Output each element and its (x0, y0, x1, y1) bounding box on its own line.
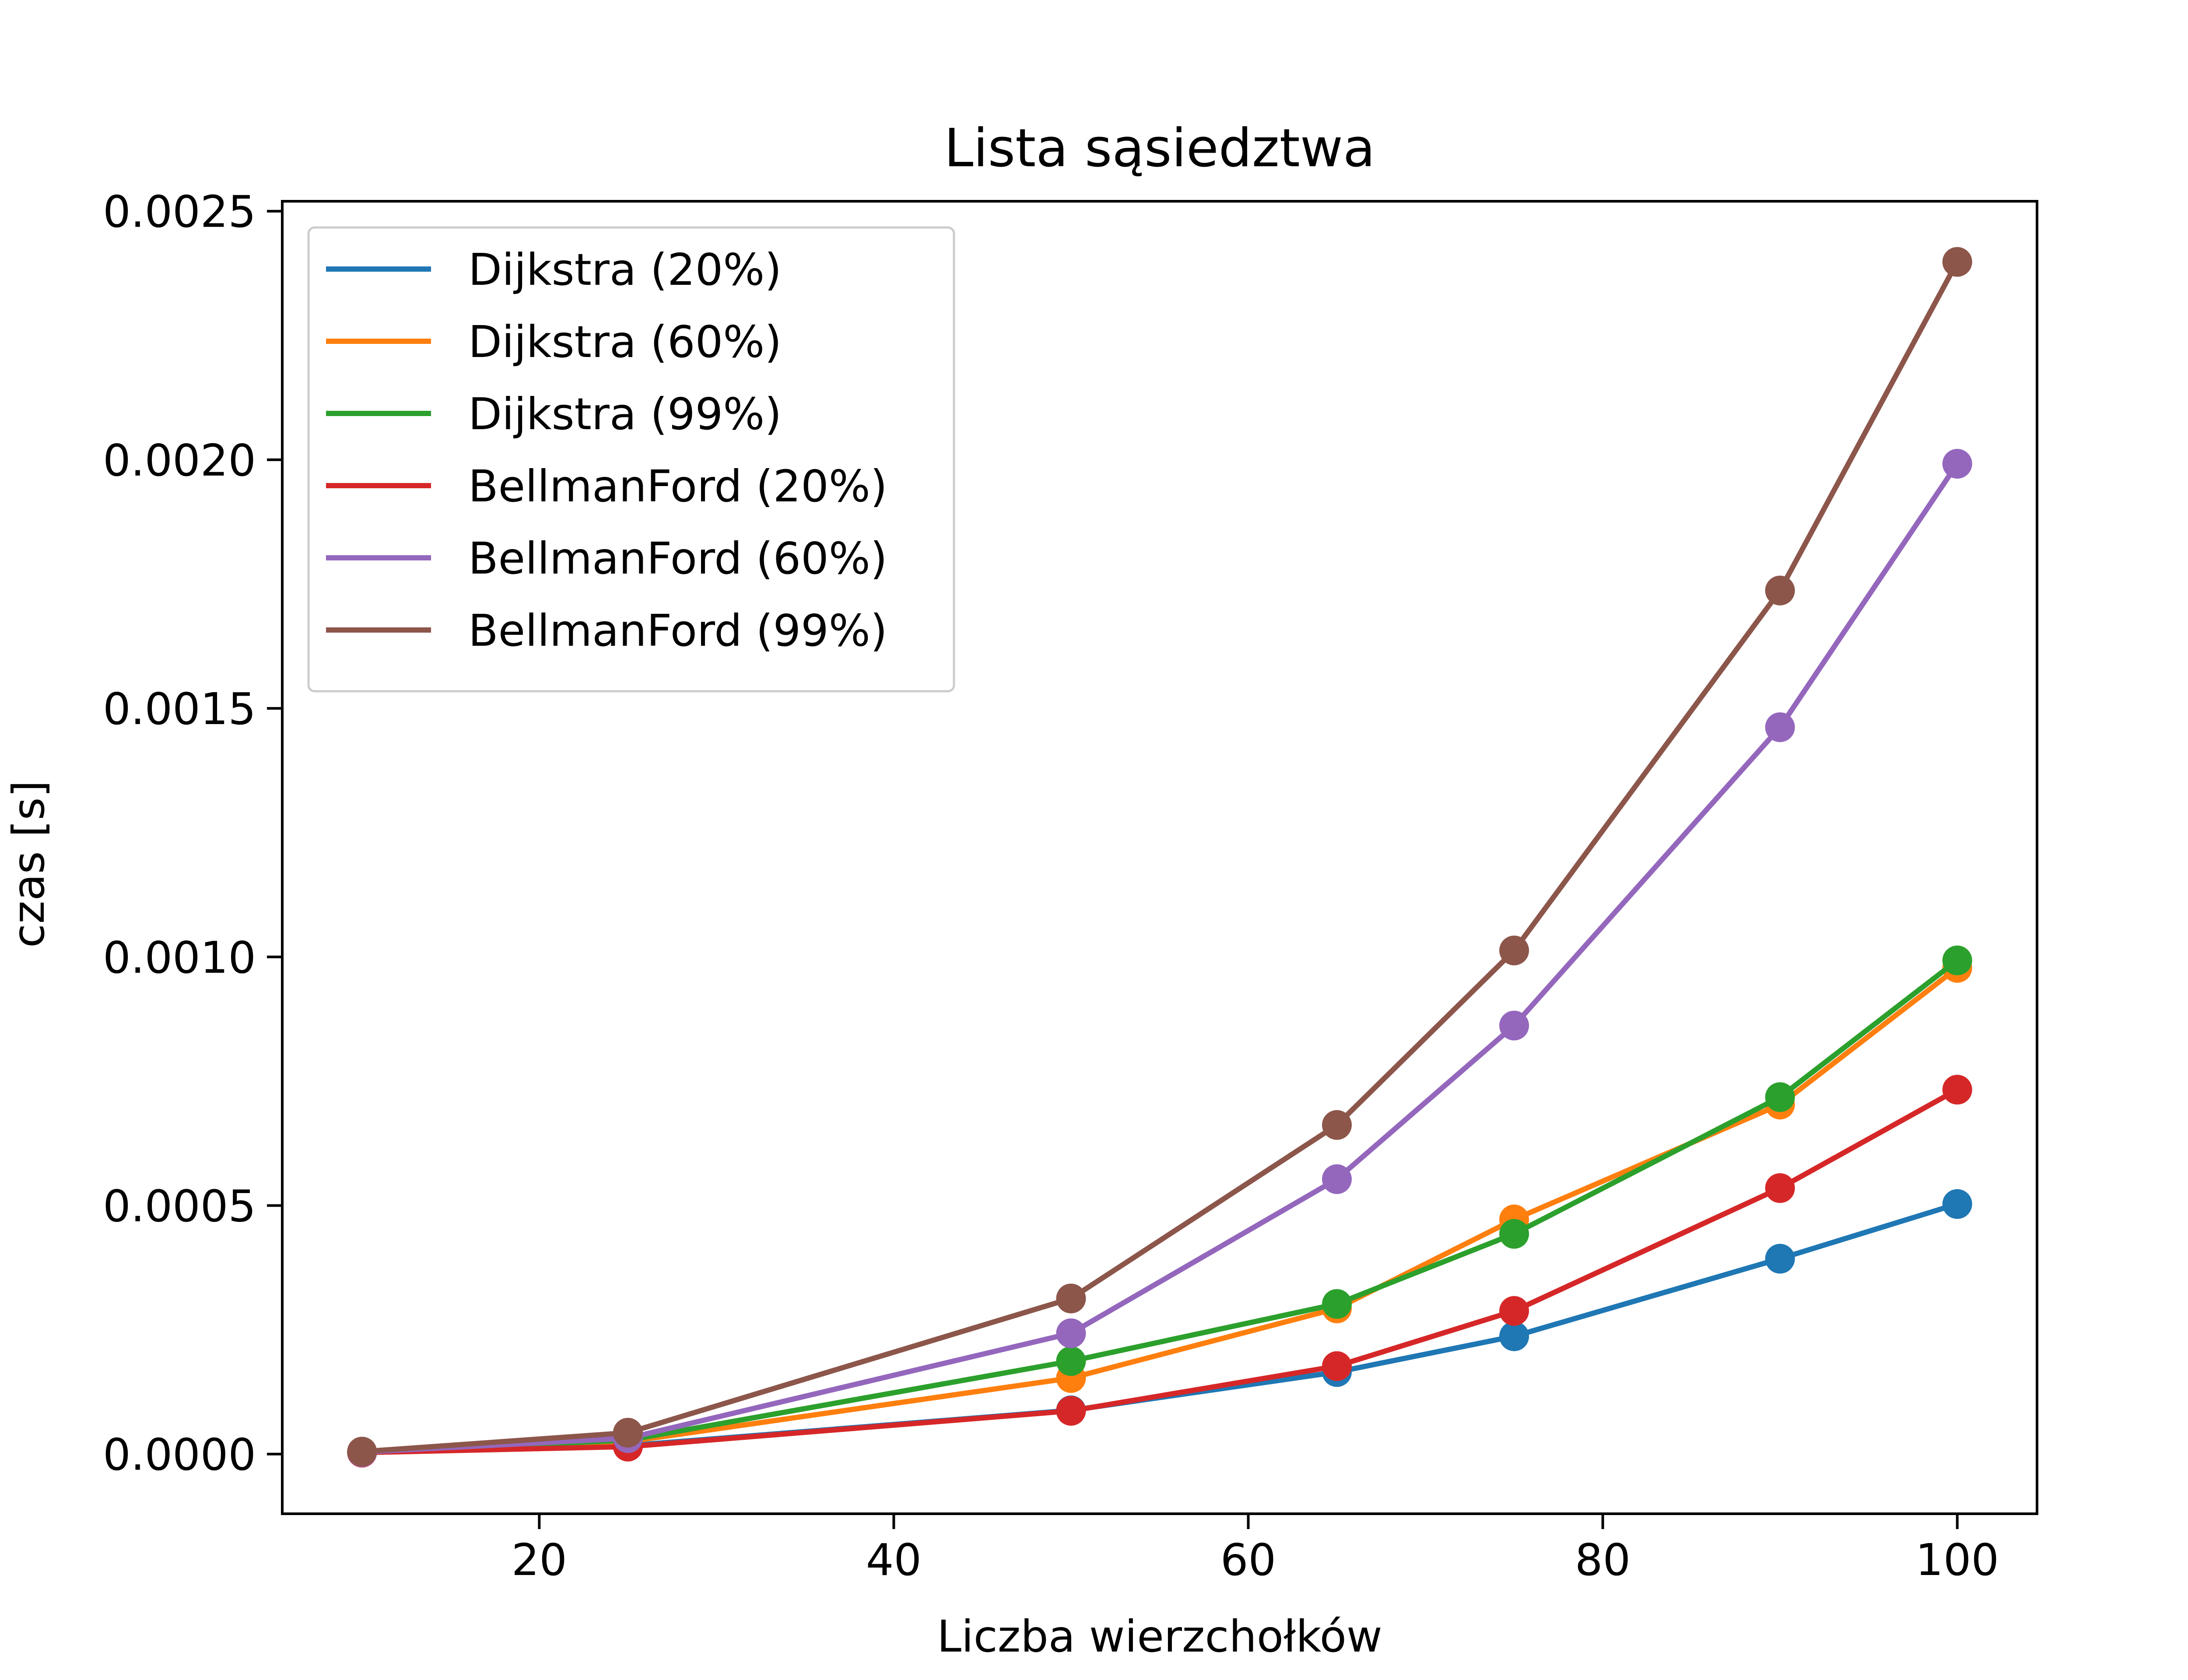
y-tick-label: 0.0005 (103, 1180, 256, 1232)
x-tick-label: 100 (1915, 1534, 1999, 1586)
data-point (1322, 1289, 1352, 1319)
y-tick-label: 0.0010 (103, 932, 256, 983)
data-point (1499, 1011, 1529, 1041)
series-6 (347, 247, 1972, 1466)
data-point (1499, 1296, 1529, 1326)
data-point (1765, 1244, 1795, 1274)
data-point (613, 1418, 643, 1448)
plot-series (347, 247, 1972, 1468)
data-point (1056, 1396, 1086, 1426)
legend-box (307, 226, 955, 693)
y-tick-label: 0.0020 (103, 435, 256, 486)
data-point (1942, 1074, 1972, 1105)
data-point (1499, 935, 1529, 966)
data-point (1056, 1283, 1086, 1313)
chart-title: Lista sąsiedztwa (944, 118, 1375, 179)
legend-label: BellmanFord (60%) (468, 533, 887, 584)
x-tick-label: 40 (866, 1534, 922, 1586)
data-point (1765, 712, 1795, 742)
data-point (1765, 1082, 1795, 1112)
data-point (1056, 1318, 1086, 1348)
y-tick-label: 0.0000 (103, 1429, 256, 1480)
legend: Dijkstra (20%) Dijkstra (60%) Dijkstra (99… (307, 226, 955, 693)
data-point (1942, 1189, 1972, 1219)
data-point (1942, 945, 1972, 976)
data-point (1499, 1219, 1529, 1249)
x-axis-label: Liczba wierzchołków (937, 1611, 1382, 1662)
legend-label: Dijkstra (20%) (468, 244, 782, 295)
data-point (1322, 1110, 1352, 1140)
y-tick-label: 0.0015 (103, 683, 256, 735)
y-tick-label: 0.0025 (103, 186, 256, 238)
legend-label: Dijkstra (99%) (468, 388, 782, 440)
axis-ticks: 20 40 60 80 100 0.0000 0.0005 0.0010 0.0015 0.002… (103, 186, 1999, 1586)
data-point (1765, 575, 1795, 606)
data-point (1056, 1346, 1086, 1376)
data-point (1499, 1321, 1529, 1351)
data-point (1765, 1173, 1795, 1203)
legend-label: BellmanFord (99%) (468, 605, 887, 656)
x-tick-label: 60 (1220, 1534, 1276, 1586)
legend-label: BellmanFord (20%) (468, 461, 887, 512)
data-point (347, 1436, 377, 1466)
data-point (1322, 1164, 1352, 1194)
y-axis-label: czas [s] (3, 780, 54, 948)
data-point (1942, 449, 1972, 479)
data-point (1942, 247, 1972, 277)
x-tick-label: 20 (512, 1534, 567, 1586)
plot-frame (281, 200, 2038, 1515)
x-tick-label: 80 (1575, 1534, 1630, 1586)
data-point (1322, 1351, 1352, 1381)
legend-label: Dijkstra (60%) (468, 316, 782, 368)
